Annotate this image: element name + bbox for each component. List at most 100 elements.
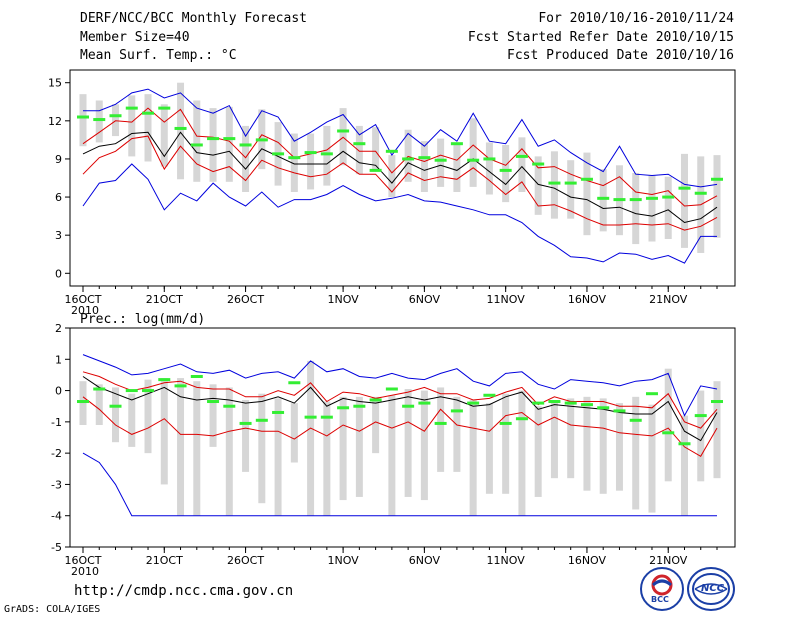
temp-spread-box-24 [469, 118, 477, 187]
prec-spread-box-17 [355, 396, 363, 497]
temp-spread-box-31 [583, 152, 591, 236]
prec-spread-box-35 [648, 404, 656, 513]
prec-ytick-label-1: 1 [55, 353, 62, 366]
figure-title: DERF/NCC/BCC Monthly Forecast [80, 11, 307, 26]
temp-spread-box-20 [404, 129, 412, 182]
prec-spread-box-5 [160, 378, 168, 485]
prec-spread-box-26 [502, 393, 510, 494]
prec-spread-box-25 [485, 403, 493, 494]
variable-label: Mean Surf. Temp.: °C [80, 48, 237, 63]
temp-xtick-label-21OCT: 21OCT [146, 293, 183, 306]
prec-median-mark-0 [77, 400, 89, 404]
prec-spread-box-20 [404, 389, 412, 497]
temp-median-mark-36 [662, 195, 675, 199]
prec-spread-box-32 [599, 398, 607, 494]
prec-spread-box-23 [453, 396, 461, 472]
temp-xtick-label-1NOV: 1NOV [327, 293, 359, 306]
prec-median-mark-22 [434, 421, 447, 425]
prec-spread-box-27 [518, 390, 526, 516]
temp-mean-line [82, 131, 718, 224]
prec-xtick-label-1NOV: 1NOV [327, 554, 359, 567]
ncc-logo-text: NCC [701, 583, 725, 594]
source-url[interactable]: http://cmdp.ncc.cma.gov.cn [74, 583, 294, 599]
temp-spread-box-18 [372, 127, 380, 172]
prec-spread-box-13 [290, 403, 298, 463]
temp-median-mark-4 [142, 111, 155, 115]
prec-median-mark-25 [483, 393, 496, 397]
prec-median-mark-21 [418, 401, 431, 405]
temp-spread-box-36 [664, 176, 672, 239]
temp-spread-box-8 [209, 108, 217, 182]
prec-spread-box-11 [258, 393, 266, 504]
prec-median-mark-19 [385, 387, 398, 391]
prec-ytick-label--2: -2 [51, 447, 62, 460]
temp-median-mark-31 [580, 177, 593, 181]
prec-spread-box-12 [274, 398, 282, 516]
temp-ytick-label-12: 12 [48, 115, 62, 128]
prec-spread-box-29 [550, 399, 558, 479]
temp-xtick-label-26OCT: 26OCT [227, 293, 264, 306]
temp-median-mark-39 [711, 177, 723, 181]
prec-spread-box-33 [615, 403, 623, 491]
temp-median-mark-24 [467, 158, 480, 162]
prec-spread-box-0 [79, 381, 87, 425]
prec-spread-box-37 [680, 415, 688, 516]
temp-ytick-label-0: 0 [55, 267, 62, 280]
prec-spread-box-4 [144, 379, 152, 454]
prec-spread-box-16 [339, 396, 347, 501]
temp-spread-box-27 [518, 137, 526, 192]
forecast-period: For 2010/10/16-2010/11/24 [538, 11, 734, 26]
temp-spread-box-25 [485, 142, 493, 195]
precip-title: Prec.: log(mm/d) [80, 312, 206, 327]
prec-median-mark-6 [174, 384, 187, 388]
prec-xtick-label-21OCT: 21OCT [146, 554, 183, 567]
temp-median-mark-16 [337, 129, 350, 133]
prec-median-mark-27 [515, 417, 528, 421]
temp-upper-line [82, 107, 718, 207]
temp-spread-box-0 [79, 94, 87, 147]
grads-credit: GrADS: COLA/IGES [4, 604, 101, 615]
prec-spread-box-36 [664, 368, 672, 482]
temp-median-mark-3 [125, 106, 138, 110]
temp-median-mark-21 [418, 156, 431, 160]
temp-median-mark-2 [109, 114, 122, 118]
temp-spread-box-34 [632, 172, 640, 245]
temp-median-mark-35 [645, 196, 658, 200]
temp-median-mark-20 [402, 157, 415, 161]
temp-extreme-min-line [82, 163, 717, 264]
prec-median-mark-3 [125, 389, 138, 393]
temp-median-mark-15 [320, 152, 333, 156]
prec-ytick-label--4: -4 [51, 510, 62, 523]
prec-spread-box-9 [225, 387, 233, 516]
temp-median-mark-13 [288, 156, 301, 160]
temp-spread-box-23 [453, 143, 461, 192]
prec-spread-box-7 [193, 381, 201, 516]
prec-ytick-label--1: -1 [51, 416, 62, 429]
temp-median-mark-26 [499, 168, 512, 172]
prec-median-mark-4 [142, 389, 155, 393]
prec-spread-box-39 [713, 381, 721, 479]
prec-median-mark-39 [711, 400, 723, 404]
prec-median-mark-1 [93, 387, 106, 391]
temp-median-mark-17 [353, 142, 366, 146]
prec-median-mark-7 [190, 374, 203, 378]
prec-spread-box-30 [567, 398, 575, 479]
prec-spread-box-15 [323, 401, 331, 516]
prec-median-mark-17 [353, 404, 366, 408]
prec-median-mark-28 [532, 401, 545, 405]
prec-median-mark-33 [613, 409, 626, 413]
prec-spread-box-8 [209, 384, 217, 447]
prec-spread-box-3 [128, 393, 136, 447]
temp-spread-box-37 [680, 153, 688, 248]
prec-spread-box-14 [307, 360, 315, 516]
temp-median-mark-37 [678, 186, 691, 190]
prec-year-label: 2010 [71, 565, 99, 578]
temp-median-mark-32 [597, 196, 610, 200]
prec-spread-box-10 [242, 399, 250, 472]
prec-spread-box-24 [469, 399, 477, 516]
prec-spread-box-21 [420, 390, 428, 501]
temp-median-mark-14 [304, 151, 317, 155]
prec-upper-line [82, 371, 718, 429]
